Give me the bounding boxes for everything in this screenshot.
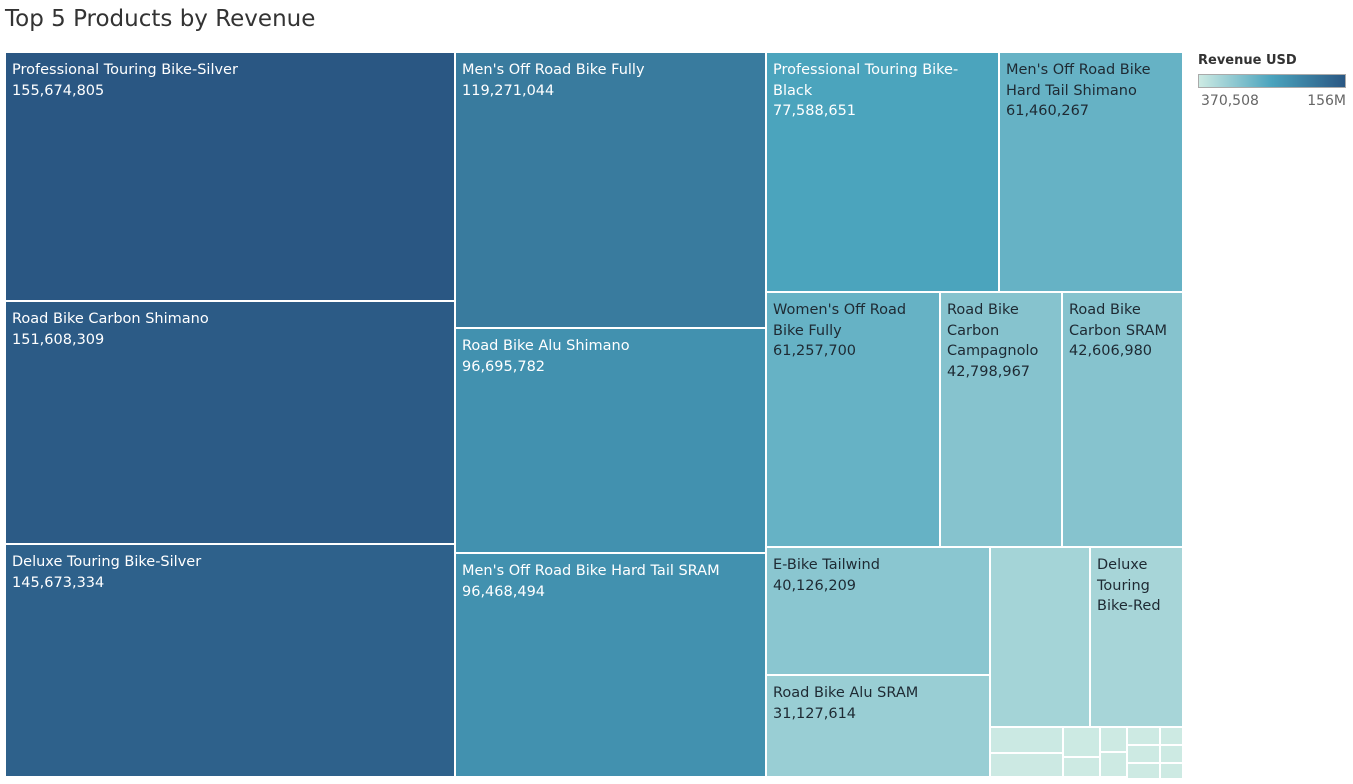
tile	[1063, 727, 1100, 757]
legend-min-label: 370,508	[1201, 93, 1259, 109]
tile-value: 40,126,209	[773, 577, 857, 594]
tile: Road Bike Carbon Campagnolo 42,798,967	[940, 292, 1062, 547]
tile	[1127, 727, 1160, 745]
tile	[1160, 727, 1183, 745]
tile-value: 42,606,980	[1069, 343, 1153, 359]
legend-title: Revenue USD	[1198, 53, 1297, 68]
tile	[1100, 727, 1127, 752]
tile: Men's Off Road Bike Hard Tail Shimano 61,…	[999, 52, 1183, 292]
tile-name: Road Bike Alu SRAM	[773, 685, 919, 701]
tile-value: 31,127,614	[773, 705, 857, 722]
tile-value: 145,673,334	[12, 574, 105, 591]
tile-name: Women's Off Road Bike Fully	[773, 302, 907, 339]
tile: Deluxe Touring Bike-Red	[1090, 547, 1183, 727]
tile-name: Men's Off Road Bike Hard Tail Shimano	[1006, 62, 1151, 99]
tile: Professional Touring Bike-Black 77,588,65…	[766, 52, 999, 292]
tile-value: 119,271,044	[462, 82, 555, 99]
tile-name: Road Bike Carbon Shimano	[12, 311, 209, 327]
tile-value: 61,257,700	[773, 343, 857, 359]
tile-name: Men's Off Road Bike Fully	[462, 62, 645, 78]
tile	[1127, 763, 1160, 779]
tile-name: Deluxe Touring Bike-Silver	[12, 554, 202, 570]
tile-name: E-Bike Tailwind	[773, 557, 880, 573]
tile-value: 151,608,309	[12, 331, 105, 348]
tile-name: Deluxe Touring Bike-Red	[1097, 557, 1161, 614]
tile: Road Bike Alu Shimano 96,695,782	[455, 328, 766, 553]
tile: Men's Off Road Bike Hard Tail SRAM 96,468…	[455, 553, 766, 777]
tile-value: 96,695,782	[462, 358, 546, 375]
tile	[1100, 752, 1127, 777]
tile	[1160, 763, 1183, 779]
tile: Women's Off Road Bike Fully 61,257,700	[766, 292, 940, 547]
tile: Deluxe Touring Bike-Silver 145,673,334	[5, 544, 455, 777]
legend-max-label: 156M	[1307, 93, 1346, 109]
tile-name: Road Bike Carbon SRAM	[1069, 302, 1167, 339]
tile-value: 61,460,267	[1006, 103, 1090, 119]
tile-name: Men's Off Road Bike Hard Tail SRAM	[462, 563, 720, 579]
tile	[1127, 745, 1160, 763]
tile	[1160, 745, 1183, 763]
tile-name: Road Bike Alu Shimano	[462, 338, 630, 354]
legend: Revenue USD 370,508 156M	[1198, 53, 1350, 109]
tile-name: Road Bike Carbon Campagnolo	[947, 302, 1039, 359]
tile: Road Bike Alu SRAM 31,127,614	[766, 675, 990, 777]
tile-value: 155,674,805	[12, 82, 105, 99]
tile: Professional Touring Bike-Silver 155,674,…	[5, 52, 455, 301]
tile: Road Bike Carbon Shimano 151,608,309	[5, 301, 455, 544]
tile: Road Bike Carbon SRAM 42,606,980	[1062, 292, 1183, 547]
tile-name: Professional Touring Bike-Silver	[12, 62, 238, 78]
tile	[990, 547, 1090, 727]
tile	[990, 727, 1063, 753]
tile-value: 96,468,494	[462, 583, 546, 600]
tile: E-Bike Tailwind 40,126,209	[766, 547, 990, 675]
tile-value: 42,798,967	[947, 363, 1031, 380]
chart-title: Top 5 Products by Revenue	[5, 6, 316, 32]
tile-value: 77,588,651	[773, 103, 857, 119]
tile: Men's Off Road Bike Fully 119,271,044	[455, 52, 766, 328]
legend-gradient	[1198, 74, 1346, 88]
tile	[990, 753, 1063, 777]
tile-name: Professional Touring Bike-Black	[773, 62, 959, 99]
tile	[1063, 757, 1100, 777]
